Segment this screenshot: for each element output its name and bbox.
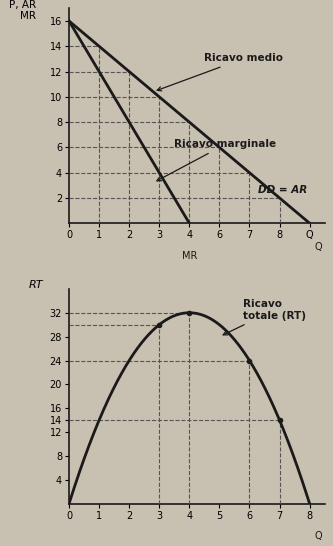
Text: Q: Q [315, 531, 322, 541]
Text: MR: MR [181, 251, 197, 261]
Y-axis label: RT: RT [29, 280, 43, 290]
Text: Q: Q [315, 242, 322, 252]
Text: Ricavo medio: Ricavo medio [157, 54, 283, 91]
Y-axis label: P, AR
MR: P, AR MR [9, 0, 36, 21]
Text: Ricavo marginale: Ricavo marginale [157, 139, 276, 181]
Text: Ricavo
totale (RT): Ricavo totale (RT) [223, 299, 306, 335]
Text: DD = AR: DD = AR [258, 185, 308, 195]
